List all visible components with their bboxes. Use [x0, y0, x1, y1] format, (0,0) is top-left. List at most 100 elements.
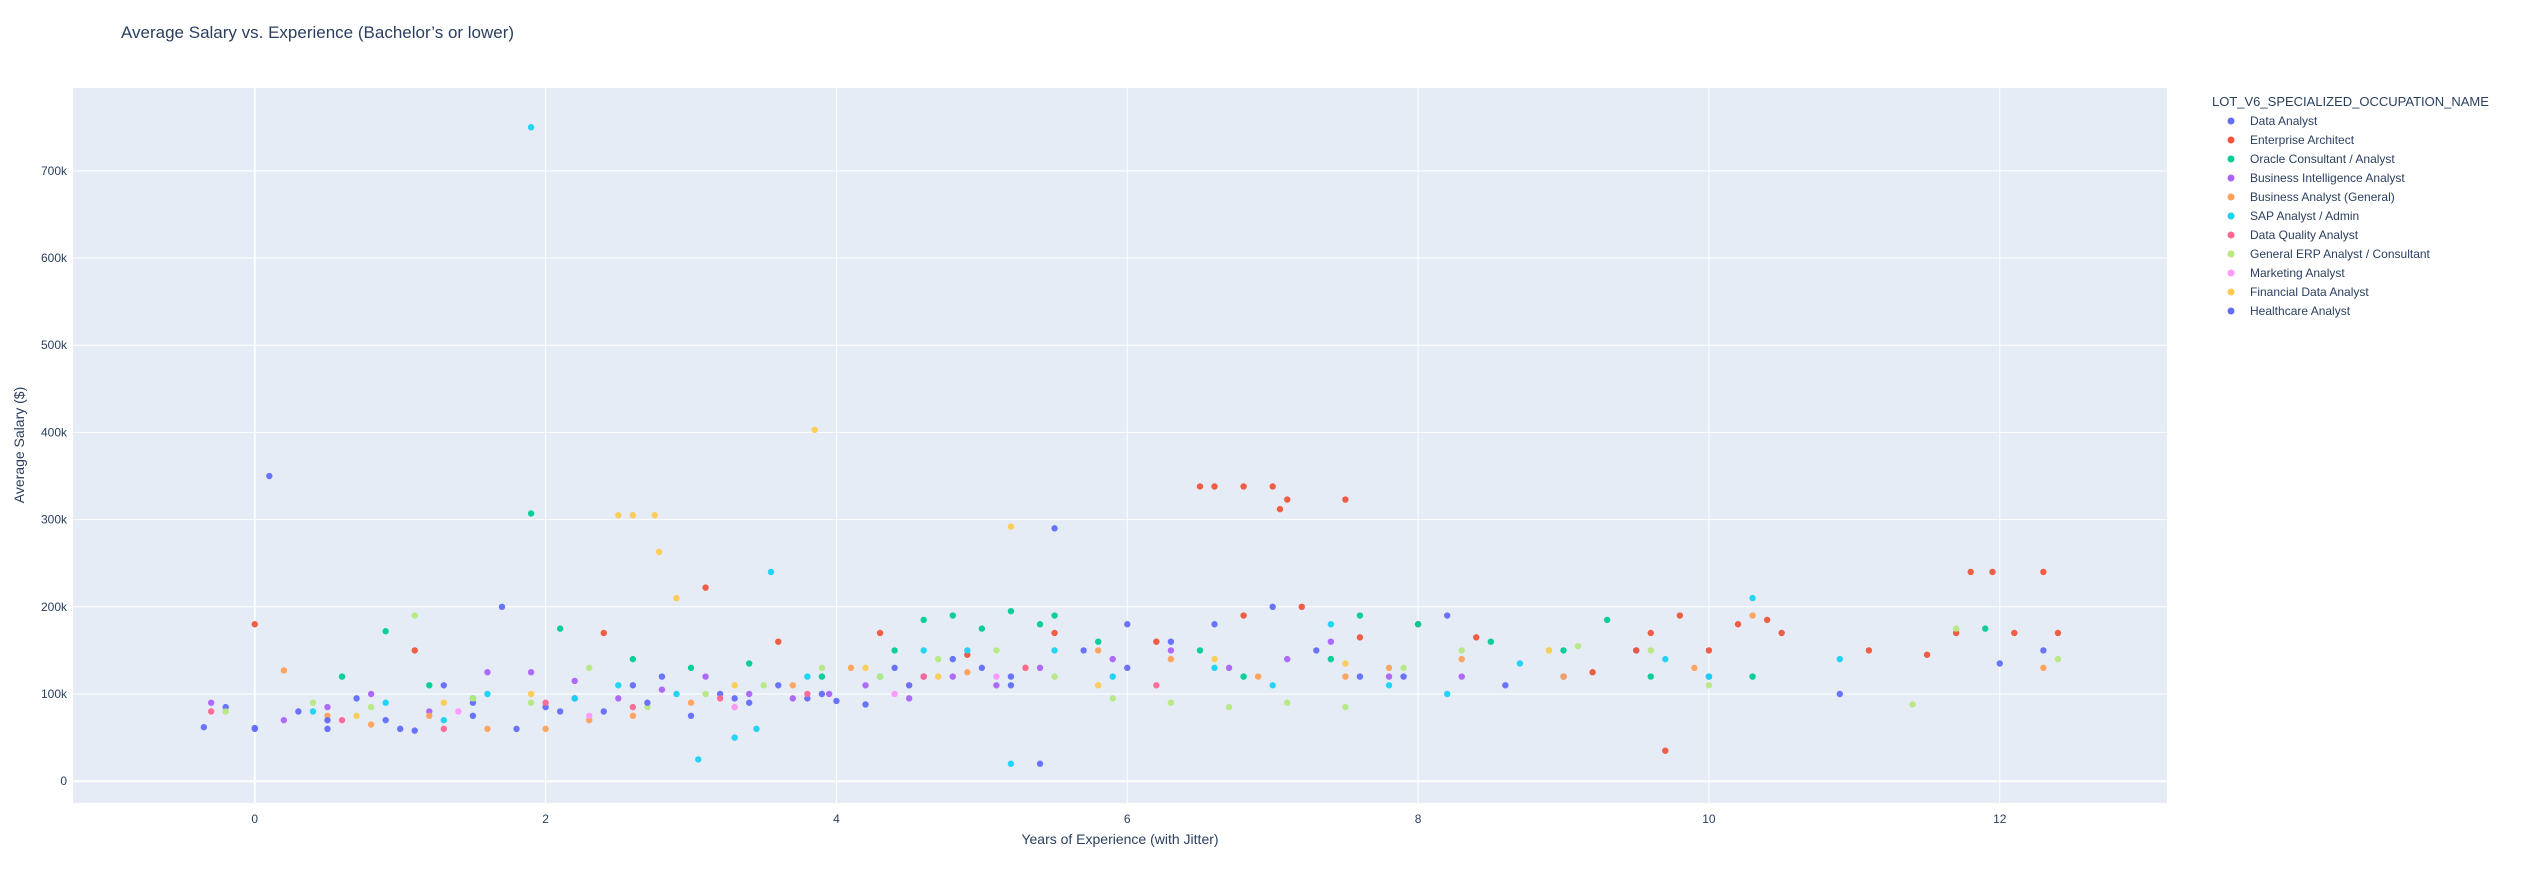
data-point[interactable]: [1865, 647, 1873, 654]
data-point[interactable]: [687, 664, 695, 672]
data-point[interactable]: [353, 695, 360, 702]
data-point[interactable]: [1036, 760, 1044, 767]
data-point[interactable]: [411, 612, 418, 619]
data-point[interactable]: [1269, 483, 1276, 490]
data-point[interactable]: [1763, 616, 1771, 624]
data-point[interactable]: [1167, 638, 1175, 645]
data-point[interactable]: [1080, 647, 1087, 654]
data-point[interactable]: [1254, 673, 1262, 680]
data-point[interactable]: [1298, 603, 1305, 611]
data-point[interactable]: [484, 690, 491, 698]
data-point[interactable]: [804, 673, 811, 680]
data-point[interactable]: [1836, 655, 1844, 663]
data-point[interactable]: [658, 673, 666, 680]
data-point[interactable]: [586, 664, 593, 672]
data-point[interactable]: [1269, 603, 1276, 611]
data-point[interactable]: [1705, 673, 1713, 680]
data-point[interactable]: [1327, 621, 1335, 628]
data-point[interactable]: [455, 708, 462, 715]
data-point[interactable]: [1124, 621, 1131, 628]
data-point[interactable]: [1109, 695, 1116, 702]
data-point[interactable]: [1385, 664, 1393, 672]
data-point[interactable]: [571, 695, 578, 702]
data-point[interactable]: [1167, 647, 1175, 654]
data-point[interactable]: [207, 708, 215, 715]
data-point[interactable]: [847, 664, 855, 672]
data-point[interactable]: [935, 655, 942, 663]
data-point[interactable]: [1022, 664, 1029, 672]
data-point[interactable]: [1007, 673, 1015, 680]
data-point[interactable]: [396, 725, 404, 733]
data-point[interactable]: [1749, 612, 1756, 619]
data-point[interactable]: [949, 612, 956, 619]
data-point[interactable]: [1051, 612, 1058, 619]
data-point[interactable]: [513, 725, 520, 733]
data-point[interactable]: [1574, 642, 1582, 650]
data-point[interactable]: [731, 682, 738, 689]
data-point[interactable]: [1007, 760, 1015, 767]
data-point[interactable]: [949, 673, 956, 680]
data-point[interactable]: [1342, 673, 1349, 680]
data-point[interactable]: [367, 721, 375, 728]
data-point[interactable]: [993, 647, 1000, 654]
data-point[interactable]: [1749, 673, 1756, 680]
data-point[interactable]: [1269, 682, 1276, 689]
data-point[interactable]: [200, 723, 208, 731]
data-point[interactable]: [629, 512, 637, 519]
data-point[interactable]: [1167, 699, 1175, 706]
data-point[interactable]: [426, 682, 433, 689]
data-point[interactable]: [695, 756, 702, 763]
legend-item[interactable]: Healthcare Analyst: [2227, 304, 2351, 318]
data-point[interactable]: [949, 655, 956, 663]
data-point[interactable]: [658, 686, 666, 693]
data-point[interactable]: [1989, 568, 1996, 576]
data-point[interactable]: [1109, 673, 1116, 680]
data-point[interactable]: [571, 677, 578, 685]
data-point[interactable]: [1051, 673, 1058, 680]
data-point[interactable]: [542, 725, 549, 733]
data-point[interactable]: [1342, 496, 1349, 503]
data-point[interactable]: [1356, 612, 1364, 619]
data-point[interactable]: [266, 472, 273, 480]
data-point[interactable]: [556, 708, 564, 715]
data-point[interactable]: [1051, 647, 1058, 654]
data-point[interactable]: [629, 712, 637, 720]
data-point[interactable]: [309, 708, 317, 715]
data-point[interactable]: [1982, 625, 1989, 632]
data-point[interactable]: [324, 703, 331, 711]
data-point[interactable]: [1909, 701, 1916, 708]
data-point[interactable]: [1560, 673, 1567, 680]
data-point[interactable]: [1240, 612, 1247, 619]
data-point[interactable]: [1225, 664, 1233, 672]
data-point[interactable]: [993, 682, 1000, 689]
data-point[interactable]: [891, 647, 898, 654]
data-point[interactable]: [745, 699, 753, 706]
data-point[interactable]: [2011, 629, 2018, 637]
legend-item[interactable]: SAP Analyst / Admin: [2227, 209, 2360, 223]
data-point[interactable]: [1284, 496, 1291, 503]
data-point[interactable]: [484, 725, 491, 733]
data-point[interactable]: [1560, 647, 1567, 654]
data-point[interactable]: [527, 690, 535, 698]
data-point[interactable]: [825, 690, 833, 698]
data-point[interactable]: [1676, 612, 1684, 619]
data-point[interactable]: [280, 667, 288, 674]
data-point[interactable]: [702, 673, 709, 680]
data-point[interactable]: [411, 727, 418, 734]
data-point[interactable]: [1603, 616, 1611, 624]
data-point[interactable]: [804, 690, 811, 698]
data-point[interactable]: [629, 682, 637, 689]
data-point[interactable]: [338, 673, 346, 680]
plot-area[interactable]: [73, 88, 2167, 803]
data-point[interactable]: [1051, 629, 1058, 637]
data-point[interactable]: [1705, 682, 1713, 689]
data-point[interactable]: [411, 647, 418, 654]
legend-item[interactable]: Financial Data Analyst: [2227, 285, 2370, 299]
data-point[interactable]: [382, 716, 389, 724]
data-point[interactable]: [469, 695, 477, 702]
data-point[interactable]: [484, 669, 491, 676]
data-point[interactable]: [673, 690, 680, 698]
data-point[interactable]: [440, 682, 448, 689]
data-point[interactable]: [309, 699, 317, 706]
data-point[interactable]: [651, 512, 658, 519]
